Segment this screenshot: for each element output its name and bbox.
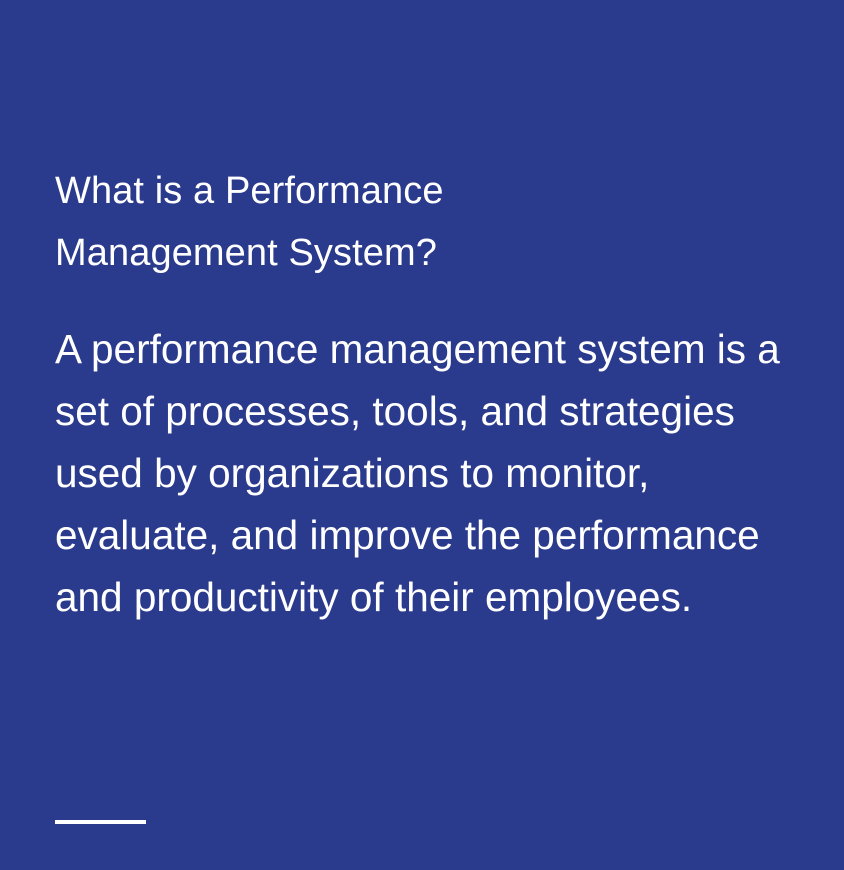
card-body: A performance management system is a set… [55, 326, 780, 620]
accent-divider [55, 820, 146, 824]
card-title: What is a Performance Management System? [55, 170, 444, 274]
